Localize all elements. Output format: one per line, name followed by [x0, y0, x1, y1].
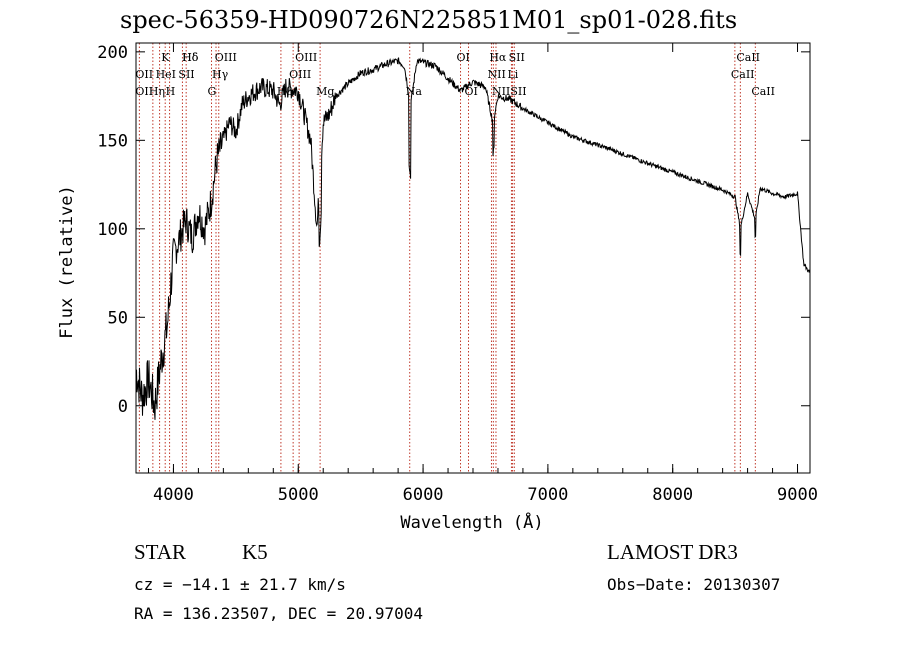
- line-label-24: SII: [510, 85, 526, 98]
- line-label-22: Li: [507, 68, 518, 81]
- line-label-19: Hα: [489, 51, 507, 64]
- line-label-25: CaII: [736, 51, 760, 64]
- x-tick-label-5: 9000: [777, 485, 818, 505]
- line-label-2: Hδ: [182, 51, 199, 64]
- x-tick-label-4: 8000: [652, 485, 693, 505]
- axis-ticks: 4000 5000 6000 7000 8000 9000 0 50 100 150 200: [97, 43, 818, 505]
- y-tick-label-2: 100: [97, 220, 128, 240]
- line-label-18: OI: [465, 85, 478, 98]
- x-tick-label-1: 5000: [278, 485, 319, 505]
- y-axis-label: Flux (relative): [57, 185, 77, 339]
- line-label-11: G: [208, 85, 217, 98]
- y-tick-label-1: 50: [108, 308, 128, 328]
- line-label-12: OIII: [295, 51, 317, 64]
- x-tick-label-3: 7000: [527, 485, 568, 505]
- line-label-26: CaII: [731, 68, 755, 81]
- spectrum-series: [135, 57, 811, 420]
- y-tick-label-0: 0: [118, 397, 128, 417]
- line-markers: [138, 43, 756, 473]
- x-axis-label: Wavelength (Å): [400, 511, 543, 533]
- plot-border: [135, 42, 811, 474]
- line-label-15: Mg: [316, 85, 334, 98]
- coordinates: RA = 136.23507, DEC = 20.97004: [134, 604, 423, 623]
- y-tick-label-4: 200: [97, 43, 128, 63]
- object-subclass: K5: [242, 540, 268, 564]
- line-label-8: H: [166, 85, 176, 98]
- survey-name: LAMOST DR3: [607, 540, 738, 564]
- y-tick-label-3: 150: [97, 131, 128, 151]
- line-label-21: NII: [487, 68, 505, 81]
- line-label-3: OII: [135, 68, 153, 81]
- chart-title: spec-56359-HD090726N225851M01_sp01-028.f…: [120, 6, 738, 34]
- line-label-0: Hδ: [182, 51, 199, 64]
- line-label-4: HeI: [156, 68, 176, 81]
- line-label-5: SII: [178, 68, 194, 81]
- x-tick-label-2: 6000: [403, 485, 444, 505]
- line-label-27: CaII: [751, 85, 775, 98]
- line-label-10: Hγ: [212, 68, 229, 81]
- line-label-6: OII: [135, 85, 153, 98]
- line-label-7: Hη: [149, 85, 165, 98]
- line-label-1: K: [161, 51, 170, 64]
- object-class: STAR: [134, 540, 186, 564]
- line-label-14: Hβ: [277, 85, 293, 98]
- line-label-13: OIII: [289, 68, 311, 81]
- spectrum-line: [135, 57, 811, 420]
- line-label-20: SII: [509, 51, 525, 64]
- redshift-cz: cz = −14.1 ± 21.7 km/s: [134, 575, 346, 594]
- line-label-17: OI: [457, 51, 470, 64]
- observation-date: Obs−Date: 20130307: [607, 575, 781, 594]
- line-label-9: OIII: [215, 51, 237, 64]
- plot-frame: [135, 42, 811, 474]
- x-tick-label-0: 4000: [153, 485, 194, 505]
- line-label-23: NII: [492, 85, 510, 98]
- line-label-16: Na: [406, 85, 423, 98]
